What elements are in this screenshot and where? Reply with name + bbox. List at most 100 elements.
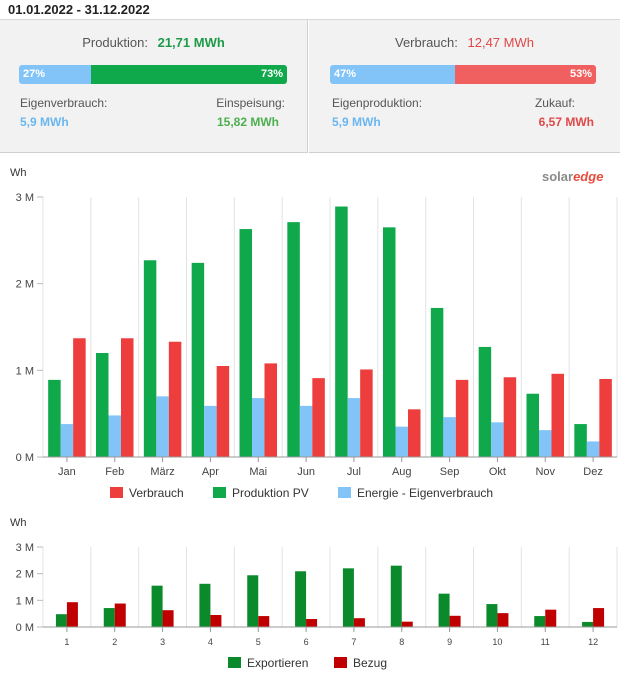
consumption-total: 12,47 MWh xyxy=(467,35,534,50)
chart2-x-tick-label: 2 xyxy=(112,637,117,647)
chart1-legend-swatch-verbrauch[interactable] xyxy=(110,487,123,498)
chart1-bar-produktion-pv-jun[interactable] xyxy=(287,222,300,457)
chart1-bar-verbrauch-sep[interactable] xyxy=(455,379,469,457)
chart2-bar-bezug-4[interactable] xyxy=(210,615,222,627)
chart1-bar-energie-eigenverbrauch-jul[interactable] xyxy=(347,398,361,457)
chart1-bar-energie-eigenverbrauch-aug[interactable] xyxy=(395,426,409,457)
consumption-title-row: Verbrauch: 12,47 MWh xyxy=(309,35,620,50)
chart2-bar-exportieren-4[interactable] xyxy=(199,583,211,627)
chart2-bar-bezug-5[interactable] xyxy=(258,616,270,627)
chart1-bar-verbrauch-jun[interactable] xyxy=(312,378,325,457)
chart2-bar-bezug-10[interactable] xyxy=(497,613,509,627)
chart1-bar-verbrauch-apr[interactable] xyxy=(216,366,230,457)
chart1-legend-label-produktion-pv[interactable]: Produktion PV xyxy=(232,486,309,500)
chart2-legend-swatch-bezug[interactable] xyxy=(334,657,347,668)
chart1-bar-produktion-pv-aug[interactable] xyxy=(383,227,396,457)
chart1-legend-label-verbrauch[interactable]: Verbrauch xyxy=(129,486,184,500)
chart1-y-tick-label: 2 M xyxy=(16,279,34,291)
chart1-bar-energie-eigenverbrauch-jun[interactable] xyxy=(299,405,313,457)
consumption-title: Verbrauch: xyxy=(395,35,458,50)
chart2-x-tick-label: 5 xyxy=(256,637,261,647)
chart2-bar-exportieren-10[interactable] xyxy=(486,604,498,627)
chart1-legend-label-energie-eigenverbrauch[interactable]: Energie - Eigenverbrauch xyxy=(357,486,493,500)
chart2-y-unit: Wh xyxy=(10,517,27,529)
chart1-bar-produktion-pv-apr[interactable] xyxy=(191,262,205,457)
chart1-bar-verbrauch-mai[interactable] xyxy=(264,363,278,457)
consumption-import-segment: 53% xyxy=(455,65,596,84)
chart1-bar-energie-eigenverbrauch-dez[interactable] xyxy=(586,441,600,457)
chart1-bar-produktion-pv-jan[interactable] xyxy=(48,379,61,457)
chart1-bar-energie-eigenverbrauch-feb[interactable] xyxy=(108,415,122,457)
chart1-bar-produktion-pv-m-rz[interactable] xyxy=(143,260,157,457)
chart2-bar-exportieren-1[interactable] xyxy=(55,614,67,627)
chart1-bar-verbrauch-jan[interactable] xyxy=(73,338,86,457)
production-total: 21,71 MWh xyxy=(157,35,225,50)
chart2-bar-bezug-9[interactable] xyxy=(449,615,461,627)
chart1-bars xyxy=(48,206,612,457)
chart2-bar-exportieren-2[interactable] xyxy=(103,608,115,627)
chart2-bar-exportieren-3[interactable] xyxy=(151,585,163,627)
chart1-x-tick-label: Dez xyxy=(583,466,603,478)
chart2-bar-exportieren-12[interactable] xyxy=(582,621,594,627)
chart1-bar-produktion-pv-okt[interactable] xyxy=(478,346,492,457)
chart2-bar-exportieren-5[interactable] xyxy=(247,575,259,627)
chart2-bar-bezug-12[interactable] xyxy=(593,608,605,627)
chart1-bar-verbrauch-jul[interactable] xyxy=(360,369,373,457)
chart1-x-tick-label: Nov xyxy=(535,466,555,478)
chart2-bar-exportieren-6[interactable] xyxy=(295,571,307,627)
chart2-bar-bezug-11[interactable] xyxy=(545,609,557,627)
chart2-bar-bezug-8[interactable] xyxy=(401,621,413,627)
chart1-bar-produktion-pv-jul[interactable] xyxy=(335,206,348,457)
chart1-x-tick-label: Feb xyxy=(105,466,124,478)
chart2-bar-bezug-7[interactable] xyxy=(353,618,365,627)
chart1-bar-verbrauch-dez[interactable] xyxy=(599,379,612,457)
chart2-legend-swatch-exportieren[interactable] xyxy=(228,657,241,668)
chart2-legend-label-exportieren[interactable]: Exportieren xyxy=(247,656,308,670)
chart1-bar-verbrauch-nov[interactable] xyxy=(551,373,565,457)
chart1-legend-swatch-produktion-pv[interactable] xyxy=(213,487,226,498)
chart2-bar-exportieren-7[interactable] xyxy=(342,568,354,627)
chart1-bar-energie-eigenverbrauch-okt[interactable] xyxy=(491,422,504,457)
chart2-bar-exportieren-11[interactable] xyxy=(534,616,546,627)
chart2-legend-label-bezug[interactable]: Bezug xyxy=(353,656,387,670)
chart1-grid xyxy=(42,197,618,457)
chart2-bar-bezug-1[interactable] xyxy=(66,602,78,627)
chart2-bar-bezug-6[interactable] xyxy=(306,619,318,627)
chart2-bar-exportieren-8[interactable] xyxy=(390,565,402,627)
chart1-bar-verbrauch-m-rz[interactable] xyxy=(168,341,182,457)
chart2-x-tick-label: 8 xyxy=(399,637,404,647)
purchase-label: Zukauf: xyxy=(534,96,575,110)
production-export-pct: 73% xyxy=(260,68,283,80)
chart2-bar-bezug-3[interactable] xyxy=(162,610,174,627)
date-range-header: 01.01.2022 - 31.12.2022 xyxy=(0,0,620,20)
chart1-bar-energie-eigenverbrauch-jan[interactable] xyxy=(60,424,74,457)
chart2-bar-bezug-2[interactable] xyxy=(114,603,126,627)
chart1-bar-energie-eigenverbrauch-mai[interactable] xyxy=(252,398,265,457)
chart2-x-tick-label: 6 xyxy=(304,637,309,647)
production-self-segment: 27% xyxy=(19,65,92,84)
chart2-bar-exportieren-9[interactable] xyxy=(438,593,450,627)
chart1-x-tick-label: Jun xyxy=(297,466,315,478)
chart1-bar-verbrauch-feb[interactable] xyxy=(121,338,134,457)
chart2-y-tick-label: 3 M xyxy=(16,542,34,554)
chart2-x-tick-label: 10 xyxy=(492,637,502,647)
chart1-bar-verbrauch-okt[interactable] xyxy=(503,377,517,457)
chart1-bar-energie-eigenverbrauch-m-rz[interactable] xyxy=(156,396,169,457)
production-split-bar: 27% 73% xyxy=(19,65,287,84)
consumption-summary: Verbrauch: 12,47 MWh 47% 53% Eigenproduk… xyxy=(309,20,620,153)
chart1-bar-produktion-pv-mai[interactable] xyxy=(239,229,253,457)
chart1-legend-swatch-energie-eigenverbrauch[interactable] xyxy=(338,487,351,498)
consumption-self-segment: 47% xyxy=(330,65,456,84)
chart1-bar-produktion-pv-sep[interactable] xyxy=(430,307,444,457)
chart1-bar-produktion-pv-feb[interactable] xyxy=(96,353,109,457)
chart1-bar-verbrauch-aug[interactable] xyxy=(408,409,421,457)
chart1-x-tick-label: Jan xyxy=(58,466,76,478)
chart2-grid xyxy=(42,547,618,627)
chart1-bar-energie-eigenverbrauch-nov[interactable] xyxy=(539,430,552,457)
chart1-bar-produktion-pv-dez[interactable] xyxy=(574,424,587,457)
chart1-bar-energie-eigenverbrauch-sep[interactable] xyxy=(443,417,456,457)
chart1-x-tick-label: Sep xyxy=(440,466,460,478)
chart1-y-tick-label: 0 M xyxy=(16,452,34,464)
chart1-bar-energie-eigenverbrauch-apr[interactable] xyxy=(204,405,217,457)
chart1-bar-produktion-pv-nov[interactable] xyxy=(526,393,540,457)
